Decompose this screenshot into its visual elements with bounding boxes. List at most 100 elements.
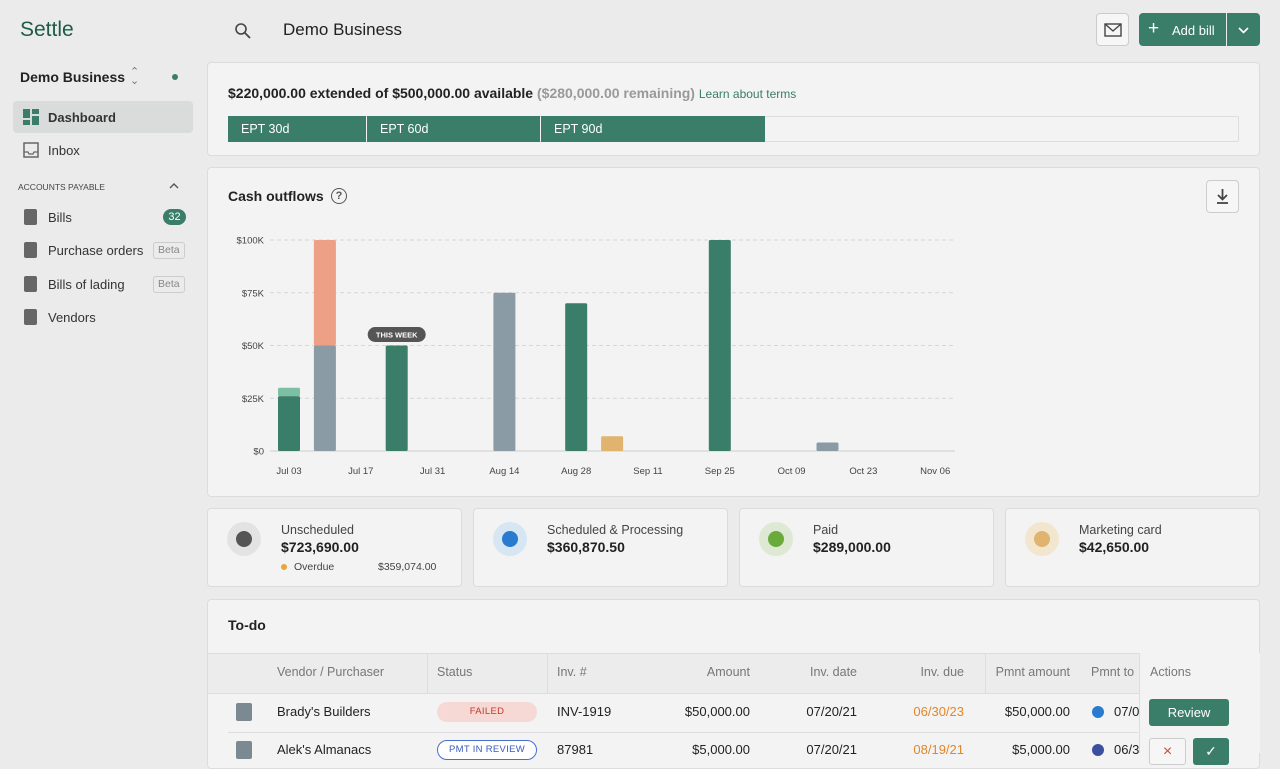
search-icon[interactable] xyxy=(234,22,252,40)
nav-item[interactable]: Vendors xyxy=(48,310,96,325)
nav-icon xyxy=(24,309,37,325)
term-segment: EPT 90d xyxy=(541,116,765,142)
plus-icon: + xyxy=(1148,18,1160,39)
summary-label: Scheduled & Processing xyxy=(547,523,684,537)
approve-button[interactable]: ✓ xyxy=(1193,738,1229,765)
sidebar-business[interactable]: Demo Business xyxy=(20,69,126,85)
row-icon xyxy=(236,741,252,759)
terms-link[interactable]: Learn about terms xyxy=(698,87,797,101)
column-header: Actions xyxy=(1150,665,1191,679)
column-header[interactable]: Vendor / Purchaser xyxy=(277,665,385,679)
table-cell: 06/3 xyxy=(1114,742,1139,757)
column-header[interactable]: Amount xyxy=(706,665,750,679)
y-tick-label: $25K xyxy=(242,394,265,405)
x-tick-label: Oct 23 xyxy=(849,466,877,477)
x-tick-label: Sep 11 xyxy=(633,466,662,477)
x-tick-label: Nov 06 xyxy=(920,466,950,477)
bar xyxy=(565,303,588,451)
row-divider xyxy=(228,732,1138,733)
bar xyxy=(313,240,336,346)
bar xyxy=(278,396,300,451)
sub-amount: $359,074.00 xyxy=(378,561,437,573)
bar xyxy=(278,387,300,397)
overdue-dot xyxy=(281,564,287,570)
help-icon[interactable]: ? xyxy=(331,188,347,204)
term-segment: EPT 60d xyxy=(367,116,540,142)
inbox-icon xyxy=(23,142,39,158)
table-cell: $5,000.00 xyxy=(692,742,750,757)
table-cell: INV-1919 xyxy=(557,704,612,719)
nav-item[interactable]: Dashboard xyxy=(48,110,116,125)
column-header[interactable]: Inv. # xyxy=(557,665,587,679)
annotation: THIS WEEK xyxy=(376,331,418,340)
mail-icon xyxy=(1104,23,1122,37)
add-bill-dropdown[interactable] xyxy=(1227,13,1260,46)
x-tick-label: Aug 14 xyxy=(489,466,519,477)
col-divider xyxy=(427,653,428,693)
reject-button[interactable]: × xyxy=(1149,738,1186,765)
table-cell[interactable]: Alek's Almanacs xyxy=(277,742,372,757)
review-button[interactable]: Review xyxy=(1149,699,1229,726)
table-header-bg xyxy=(208,653,1259,694)
y-tick-label: $100K xyxy=(237,236,265,247)
summary-label: Unscheduled xyxy=(281,523,354,537)
summary-card[interactable]: Unscheduled $723,690.00 Overdue $359,074.00 xyxy=(207,508,462,587)
table-cell: 06/30/23 xyxy=(913,704,964,719)
nav-item[interactable]: Inbox xyxy=(48,143,80,158)
x-tick-label: Oct 09 xyxy=(778,466,806,477)
add-bill-button[interactable]: + Add bill xyxy=(1139,13,1226,46)
mail-button[interactable] xyxy=(1096,13,1129,46)
nav-item[interactable]: Bills of lading xyxy=(48,277,125,292)
nav-item[interactable]: Bills xyxy=(48,210,72,225)
business-name: Demo Business xyxy=(283,20,403,39)
summary-icon xyxy=(502,531,518,547)
summary-card[interactable]: Scheduled & Processing $360,870.50 xyxy=(473,508,728,587)
table-cell: $50,000.00 xyxy=(684,704,750,719)
credit-remaining: ($280,000.00 remaining) xyxy=(537,85,695,101)
pay-clock-icon xyxy=(1092,744,1104,756)
x-tick-label: Jul 17 xyxy=(348,466,373,477)
x-tick-label: Sep 25 xyxy=(705,466,735,477)
x-tick-label: Aug 28 xyxy=(561,466,591,477)
term-label: EPT 90d xyxy=(554,122,603,136)
x-tick-label: Jul 31 xyxy=(420,466,445,477)
bar xyxy=(708,240,731,451)
beta-tag: Beta xyxy=(153,276,185,293)
sub-label: Overdue xyxy=(294,561,335,573)
chart-title: Cash outflows xyxy=(228,188,324,204)
chevron-icon xyxy=(1238,27,1249,34)
summary-label: Paid xyxy=(813,523,839,537)
summary-amount: $360,870.50 xyxy=(547,539,625,555)
column-header[interactable]: Inv. date xyxy=(809,665,857,679)
row-icon xyxy=(236,703,252,721)
summary-card[interactable]: Paid $289,000.00 xyxy=(739,508,994,587)
column-header[interactable]: Pmnt amount xyxy=(995,665,1070,679)
column-header[interactable]: Inv. due xyxy=(920,665,964,679)
nav-badge: 32 xyxy=(163,209,186,225)
table-cell[interactable]: Brady's Builders xyxy=(277,704,371,719)
col-divider xyxy=(985,653,986,693)
summary-icon xyxy=(236,531,252,547)
bar xyxy=(493,292,516,451)
todo-title: To-do xyxy=(228,617,266,633)
logo[interactable]: Settle xyxy=(20,18,74,41)
column-header[interactable]: Status xyxy=(437,665,473,679)
term-label: EPT 60d xyxy=(380,122,429,136)
page: Settle Demo Business + Add bill Demo Bus… xyxy=(13,13,1260,769)
collapse-icon[interactable] xyxy=(168,181,180,191)
credit-card: $220,000.00 extended of $500,000.00 avai… xyxy=(207,62,1260,156)
status-pill: FAILED xyxy=(437,702,537,722)
switch-icon[interactable]: ⌃ ⌄ xyxy=(130,66,140,87)
summary-card[interactable]: Marketing card $42,650.00 xyxy=(1005,508,1260,587)
column-header[interactable]: Pmnt to xyxy=(1091,665,1135,679)
nav-item[interactable]: Purchase orders xyxy=(48,243,144,258)
cash-outflows-chart: $0 $25K $50K $75K $100K Jul 03 Jul 17 Jul 31 Aug… xyxy=(237,236,955,477)
summary-amount: $723,690.00 xyxy=(281,539,359,555)
table-cell: 07/20/21 xyxy=(806,704,857,719)
nav-icon xyxy=(24,209,37,225)
download-button[interactable] xyxy=(1206,180,1239,213)
bar xyxy=(601,436,624,451)
summary-icon xyxy=(768,531,784,547)
y-tick-label: $75K xyxy=(242,288,265,299)
table-cell: 07/20/21 xyxy=(806,742,857,757)
